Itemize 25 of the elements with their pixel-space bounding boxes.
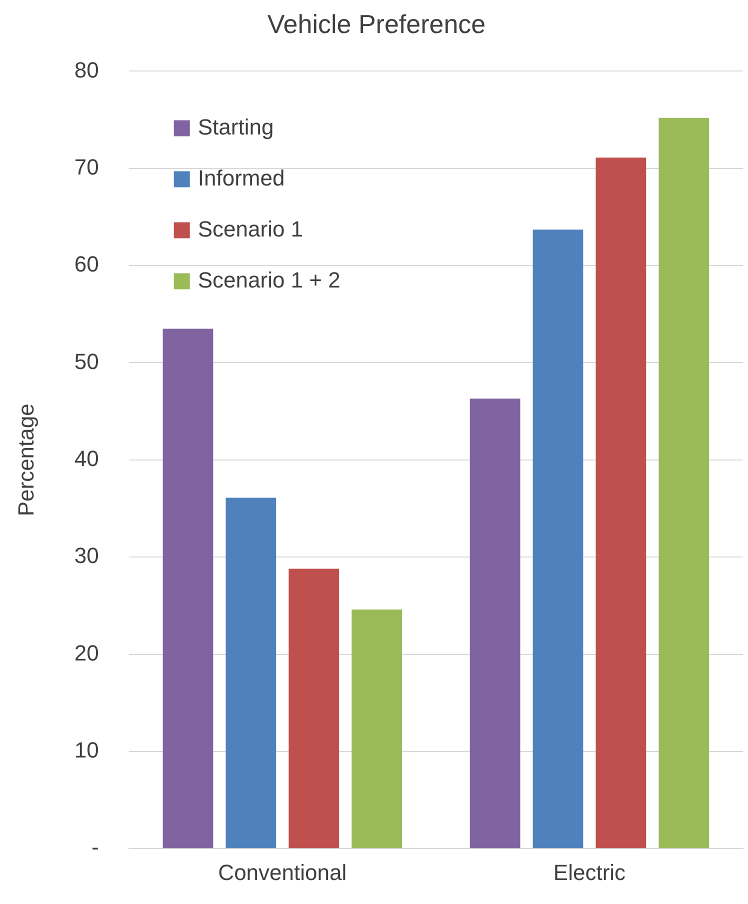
bar bbox=[352, 610, 402, 848]
y-tick-label: 70 bbox=[74, 154, 99, 180]
bar bbox=[226, 498, 276, 848]
legend-label: Informed bbox=[198, 165, 285, 190]
chart-title: Vehicle Preference bbox=[267, 8, 486, 39]
x-tick-label: Electric bbox=[553, 860, 626, 885]
bar bbox=[470, 398, 520, 848]
legend-label: Starting bbox=[198, 114, 274, 140]
y-tick-label: 10 bbox=[74, 737, 99, 762]
y-tick-label: 40 bbox=[74, 446, 99, 471]
y-tick-label: 20 bbox=[74, 640, 99, 666]
y-tick-label: - bbox=[92, 834, 99, 860]
y-tick-label: 60 bbox=[74, 252, 99, 277]
y-axis-title: Percentage bbox=[13, 404, 38, 516]
legend-label: Scenario 1 bbox=[198, 216, 304, 242]
legend-label: Scenario 1 + 2 bbox=[198, 267, 340, 292]
y-tick-label: 80 bbox=[74, 57, 99, 82]
bar bbox=[596, 158, 646, 848]
y-tick-label: 50 bbox=[74, 348, 99, 374]
bar bbox=[162, 328, 214, 848]
x-tick-label: Conventional bbox=[218, 860, 347, 885]
bar bbox=[532, 230, 584, 848]
y-tick-label: 30 bbox=[74, 543, 99, 568]
bar bbox=[288, 568, 340, 848]
bar bbox=[658, 118, 710, 848]
